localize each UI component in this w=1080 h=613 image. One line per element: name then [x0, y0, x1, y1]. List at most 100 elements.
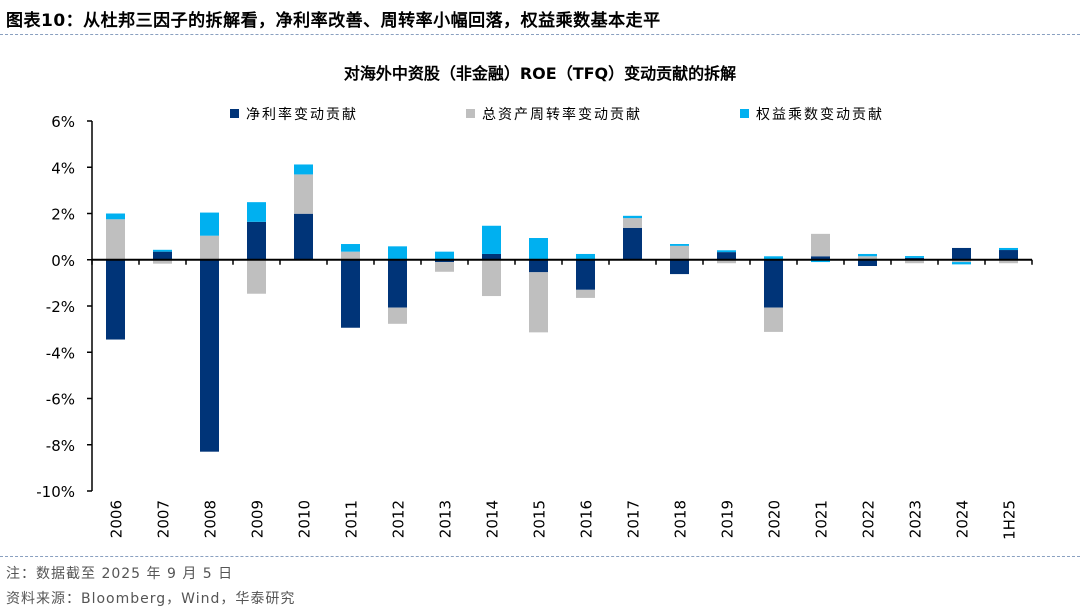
bar-segment — [153, 259, 172, 264]
x-tick-label: 2009 — [249, 500, 267, 538]
legend-label: 净利率变动贡献 — [246, 106, 358, 123]
divider — [0, 34, 1080, 35]
x-tick-label: 2024 — [954, 500, 972, 538]
bar-segment — [717, 250, 736, 253]
bar-segment — [106, 219, 125, 260]
bar-segment — [529, 272, 548, 333]
bar-segment — [858, 253, 877, 257]
x-tick-label: 2012 — [390, 500, 408, 538]
bar-segment — [247, 221, 266, 260]
bar-segment — [764, 256, 783, 260]
legend-label: 总资产周转率变动贡献 — [482, 106, 642, 123]
bar-segment — [717, 252, 736, 260]
bar-segment — [153, 249, 172, 252]
footnote: 注：数据截至 2025 年 9 月 5 日 — [6, 566, 234, 582]
bar-segment — [858, 259, 877, 266]
bar-segment — [811, 256, 830, 260]
x-tick-label: 1H25 — [1001, 500, 1019, 540]
bar-segment — [341, 251, 360, 260]
x-tick-label: 2018 — [672, 500, 690, 538]
legend-swatch — [230, 109, 239, 118]
bar-segment — [388, 246, 407, 260]
y-tick-label: -8% — [46, 437, 75, 455]
bar-segment — [764, 259, 783, 308]
bar-segment — [388, 259, 407, 308]
divider — [0, 556, 1080, 557]
legend-swatch — [740, 109, 749, 118]
bar-segment — [294, 174, 313, 214]
bar-segment — [529, 238, 548, 260]
legend-swatch — [466, 109, 475, 118]
x-tick-label: 2011 — [343, 500, 361, 538]
bar-segment — [670, 244, 689, 246]
bar-segment — [952, 262, 971, 265]
bar-segment — [200, 235, 219, 260]
bar-segment — [811, 233, 830, 257]
x-tick-label: 2015 — [531, 500, 549, 538]
bar-segment — [482, 253, 501, 260]
bar-segment — [858, 256, 877, 260]
bar-segment — [294, 164, 313, 175]
bar-segment — [247, 202, 266, 222]
bar-segment — [905, 259, 924, 264]
x-tick-label: 2019 — [719, 500, 737, 538]
x-tick-label: 2008 — [202, 500, 220, 538]
y-tick-label: -2% — [46, 298, 75, 316]
bar-segment — [435, 262, 454, 272]
x-tick-label: 2010 — [296, 500, 314, 538]
bar-segment — [106, 259, 125, 340]
x-tick-label: 2022 — [860, 500, 878, 538]
bar-segment — [482, 225, 501, 254]
bar-segment — [952, 247, 971, 260]
bar-segment — [623, 215, 642, 219]
bar-segment — [999, 259, 1018, 264]
bar-segment — [435, 259, 454, 263]
bar-segment — [623, 227, 642, 260]
bar-segment — [952, 259, 971, 263]
bar-segment — [294, 213, 313, 260]
y-tick-label: 4% — [51, 159, 75, 177]
x-tick-label: 2023 — [907, 500, 925, 538]
bar-segment — [905, 256, 924, 258]
bar-segment — [529, 259, 548, 273]
bar-segment — [247, 259, 266, 294]
figure-title: 图表10：从杜邦三因子的拆解看，净利率改善、周转率小幅回落，权益乘数基本走平 — [6, 11, 661, 31]
chart-title: 对海外中资股（非金融）ROE（TFQ）变动贡献的拆解 — [344, 64, 736, 83]
y-tick-label: -10% — [36, 483, 75, 501]
bar-segment — [576, 289, 595, 298]
y-tick-label: 6% — [51, 113, 75, 131]
x-tick-label: 2020 — [766, 500, 784, 538]
bar-segment — [999, 250, 1018, 260]
bar-segment — [341, 259, 360, 328]
x-tick-label: 2013 — [437, 500, 455, 538]
legend-label: 权益乘数变动贡献 — [756, 107, 884, 123]
bar-segment — [999, 247, 1018, 251]
x-tick-label: 2017 — [625, 500, 643, 538]
x-tick-label: 2016 — [578, 500, 596, 538]
bar-segment — [717, 259, 736, 264]
x-tick-label: 2007 — [155, 500, 173, 538]
bar-segment — [341, 244, 360, 252]
x-tick-label: 2006 — [108, 500, 126, 538]
bar-segment — [670, 245, 689, 260]
bar-segment — [435, 251, 454, 260]
bar-segment — [200, 212, 219, 236]
bar-segment — [388, 307, 407, 324]
bar-segment — [670, 259, 689, 275]
bar-segment — [153, 251, 172, 260]
y-tick-label: 0% — [51, 252, 75, 270]
y-tick-label: -6% — [46, 391, 75, 409]
y-tick-label: -4% — [46, 344, 75, 362]
y-tick-label: 2% — [51, 206, 75, 224]
bar-segment — [576, 259, 595, 290]
bar-segment — [576, 253, 595, 260]
x-tick-label: 2021 — [813, 500, 831, 538]
bar-segment — [811, 259, 830, 263]
bar-segment — [482, 259, 501, 297]
x-tick-label: 2014 — [484, 500, 502, 538]
bar-segment — [623, 218, 642, 228]
bar-segment — [106, 213, 125, 220]
bar-segment — [764, 307, 783, 332]
source-note: 资料来源：Bloomberg，Wind，华泰研究 — [6, 591, 296, 607]
